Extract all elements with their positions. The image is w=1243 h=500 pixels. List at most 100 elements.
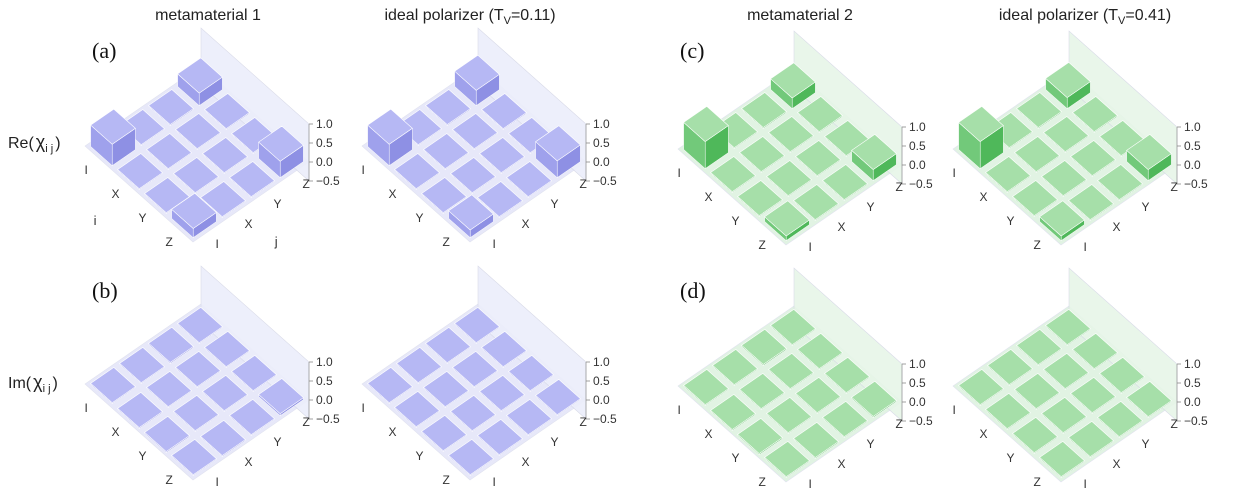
- bar-Y-Z: [824, 357, 870, 395]
- j-tick-label: Y: [867, 200, 875, 214]
- chart-re-ideal-polarizer-011: 1.0 0.5 0.0 −0.5 I X Y Z I X Y Z: [362, 27, 617, 251]
- j-tick-label: Z: [580, 177, 587, 191]
- bar-Y-X: [766, 397, 812, 435]
- bar-I-I: [958, 106, 1004, 170]
- bar-Z-Z: [851, 380, 897, 419]
- z-tick-label: −0.5: [316, 412, 340, 426]
- chart-im-ideal-polarizer-041: 1.0 0.5 0.0 −0.5 I X Y Z I X Y Z: [953, 267, 1208, 491]
- bar-Z-I: [171, 192, 217, 239]
- bar-I-Y: [425, 89, 471, 127]
- j-tick-label: I: [216, 475, 219, 489]
- bar-Z-Y: [506, 399, 552, 437]
- bar-I-Y: [148, 326, 194, 365]
- bar-Z-Z: [1126, 134, 1172, 182]
- bar-Z-X: [477, 419, 523, 457]
- bar-X-X: [423, 371, 469, 409]
- chart-re-metamaterial-1: 1.0 0.5 0.0 −0.5 I X Y Z I X Y Zi j: [85, 27, 340, 251]
- bar-X-X: [1014, 136, 1060, 174]
- bar-I-Y: [741, 92, 787, 130]
- bar-I-I: [90, 108, 136, 167]
- bar-Y-I: [144, 416, 190, 454]
- i-tick-label: Z: [1034, 475, 1041, 489]
- z-tick-label: 0.0: [316, 393, 333, 407]
- bar-X-X: [146, 133, 192, 171]
- z-tick-label: 0.0: [593, 155, 610, 169]
- i-tick-label: I: [85, 163, 88, 177]
- bar-Z-X: [1068, 421, 1114, 459]
- bar-Y-X: [450, 157, 496, 195]
- bar-Z-Y: [822, 401, 868, 439]
- i-tick-label: I: [678, 166, 681, 180]
- chart-re-metamaterial-2: 1.0 0.5 0.0 −0.5 I X Y Z I X Y Z: [678, 30, 933, 254]
- i-tick-label: Z: [759, 238, 766, 252]
- bar-X-I: [710, 394, 756, 432]
- j-tick-label: I: [809, 240, 812, 254]
- bar-Y-I: [737, 180, 783, 218]
- bar-X-X: [1014, 373, 1060, 411]
- bar-Z-Z: [535, 379, 581, 417]
- bar-Z-I: [764, 200, 810, 242]
- bar-X-I: [985, 393, 1031, 431]
- z-tick-label: 1.0: [1184, 357, 1201, 371]
- j-tick-label: X: [838, 220, 846, 234]
- chart-re-ideal-polarizer-041: 1.0 0.5 0.0 −0.5 I X Y Z I X Y Z: [953, 30, 1208, 254]
- bar-Y-Y: [795, 140, 841, 178]
- i-tick-label: Y: [732, 214, 740, 228]
- bar-X-Z: [481, 93, 527, 131]
- i-tick-label: Y: [416, 449, 424, 463]
- j-tick-label: X: [522, 455, 530, 469]
- j-tick-label: Y: [274, 435, 282, 449]
- bar-X-I: [117, 392, 163, 430]
- j-tick-label: X: [522, 217, 530, 231]
- bar-I-X: [396, 347, 442, 385]
- j-tick-label: I: [1084, 477, 1087, 491]
- bar-Y-X: [1041, 160, 1087, 198]
- i-tick-label: Z: [166, 473, 173, 487]
- bar-Y-I: [737, 418, 783, 456]
- i-tick-label: Y: [416, 211, 424, 225]
- z-tick-label: 0.5: [909, 376, 926, 390]
- i-tick-label: Y: [139, 449, 147, 463]
- bar-Y-Y: [1070, 140, 1116, 178]
- j-tick-label: Z: [303, 415, 310, 429]
- j-tick-label: Y: [274, 197, 282, 211]
- i-tick-label: Z: [443, 235, 450, 249]
- row-label-im: Im(χi j): [8, 372, 58, 395]
- i-tick-label: I: [85, 401, 88, 415]
- bar-Z-Y: [1097, 401, 1143, 439]
- bar-I-Z: [770, 62, 816, 110]
- bar-X-Z: [797, 333, 843, 371]
- bar-I-Y: [741, 328, 787, 367]
- bar-I-Y: [148, 89, 194, 127]
- bar-X-I: [394, 153, 440, 191]
- j-tick-label: Y: [867, 437, 875, 451]
- bar-I-I: [683, 369, 729, 407]
- bar-Y-I: [421, 415, 467, 453]
- i-tick-label: Y: [1007, 214, 1015, 228]
- z-tick-label: −0.5: [909, 177, 933, 191]
- j-axis-label: j: [274, 234, 278, 249]
- i-tick-label: I: [362, 401, 365, 415]
- i-tick-label: X: [389, 425, 397, 439]
- bar-Y-Z: [508, 355, 554, 393]
- bar-X-Z: [1072, 333, 1118, 371]
- z-tick-label: 0.5: [1184, 376, 1201, 390]
- bar-Z-I: [1039, 441, 1085, 479]
- z-tick-label: −0.5: [1184, 177, 1208, 191]
- j-tick-label: X: [838, 457, 846, 471]
- bar-Y-Y: [1070, 377, 1116, 415]
- bar-I-I: [683, 106, 729, 170]
- bar-Y-Z: [231, 355, 277, 393]
- z-tick-label: −0.5: [909, 414, 933, 428]
- bar-X-Z: [481, 331, 527, 369]
- z-tick-label: 0.5: [316, 136, 333, 150]
- bar-Y-X: [766, 160, 812, 198]
- bar-X-Z: [204, 93, 250, 131]
- i-tick-label: I: [953, 403, 956, 417]
- bar-I-Z: [177, 307, 223, 345]
- bar-I-X: [987, 349, 1033, 387]
- i-tick-label: X: [705, 190, 713, 204]
- bar-X-Y: [175, 113, 221, 151]
- i-tick-label: Z: [166, 235, 173, 249]
